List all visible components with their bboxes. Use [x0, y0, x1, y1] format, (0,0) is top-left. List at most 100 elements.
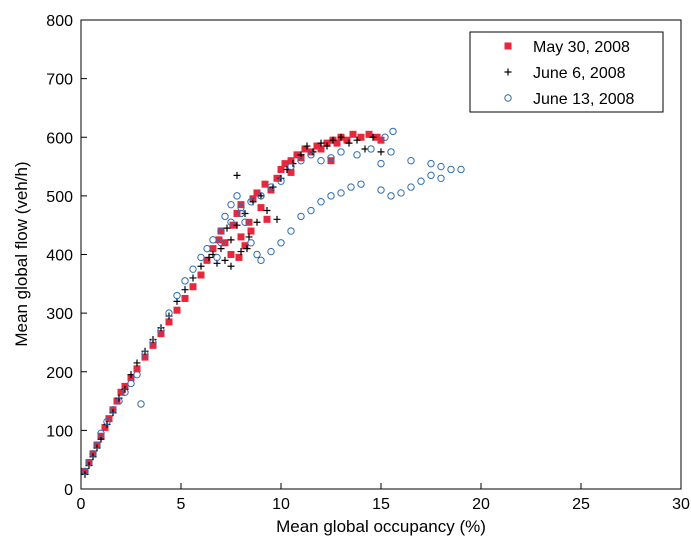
data-point	[149, 338, 157, 347]
data-point	[137, 400, 145, 408]
legend-marker-2	[504, 94, 512, 102]
data-point	[117, 388, 125, 396]
y-tick-label: 100	[46, 423, 73, 440]
y-tick-label: 700	[46, 72, 73, 89]
data-point	[121, 388, 129, 396]
data-point	[281, 160, 289, 168]
data-point	[327, 154, 335, 162]
y-tick-label: 400	[46, 248, 73, 265]
series-1	[81, 133, 385, 478]
data-point	[277, 177, 285, 185]
data-point	[205, 253, 213, 261]
data-point	[209, 236, 217, 244]
data-point	[437, 162, 445, 171]
data-point	[381, 133, 389, 141]
y-axis: 0 100 200 300 400 500 600 700 800	[46, 13, 87, 499]
data-point	[221, 239, 229, 247]
legend: May 30, 2008 June 6, 2008 June 13, 2008	[469, 31, 664, 113]
data-point	[197, 253, 205, 262]
data-point	[241, 209, 249, 217]
x-axis: 0 5 10 15 20 25 30	[77, 483, 690, 513]
x-tick-label: 0	[77, 496, 86, 513]
data-point	[303, 142, 311, 150]
data-point	[323, 142, 331, 150]
data-point	[369, 133, 377, 141]
data-point	[267, 183, 275, 191]
x-tick-label: 10	[272, 496, 290, 513]
data-point	[189, 274, 197, 282]
data-point	[387, 192, 395, 200]
data-point	[173, 306, 181, 314]
data-point	[237, 209, 245, 218]
data-point	[217, 227, 225, 235]
data-point	[313, 142, 321, 150]
data-point	[261, 180, 269, 188]
data-point	[273, 215, 281, 223]
data-point	[221, 212, 229, 221]
data-point	[209, 245, 217, 253]
data-point	[133, 365, 141, 373]
data-point	[189, 265, 197, 273]
y-tick-label: 300	[46, 306, 73, 323]
data-point	[227, 200, 235, 209]
x-tick-label: 20	[472, 496, 490, 513]
data-point	[287, 162, 295, 171]
data-point	[93, 441, 101, 449]
data-point	[287, 168, 295, 176]
data-point	[233, 171, 241, 179]
data-point	[189, 283, 197, 291]
data-point	[233, 221, 241, 229]
y-axis-title: Mean global flow (veh/h)	[12, 161, 31, 346]
data-point	[247, 198, 255, 206]
data-point	[253, 189, 261, 197]
data-point	[389, 127, 397, 136]
data-point	[257, 256, 265, 265]
data-point	[217, 227, 225, 235]
data-point	[197, 262, 205, 270]
data-point	[101, 423, 109, 431]
data-point	[357, 180, 365, 188]
data-point	[373, 133, 381, 141]
y-tick-label: 0	[64, 482, 73, 499]
data-point	[407, 157, 415, 165]
data-point	[237, 203, 245, 212]
data-point	[273, 174, 281, 182]
data-point	[427, 171, 435, 180]
data-point	[345, 139, 353, 147]
data-point	[427, 159, 435, 168]
data-point	[165, 318, 173, 326]
legend-markers	[504, 42, 512, 102]
data-point	[447, 165, 455, 174]
legend-label-june13: June 13, 2008	[533, 91, 635, 108]
data-point	[407, 183, 415, 191]
data-point	[241, 242, 249, 250]
data-point	[377, 148, 385, 156]
data-points	[81, 127, 465, 478]
y-tick-label: 600	[46, 130, 73, 147]
data-point	[257, 204, 265, 212]
data-point	[297, 157, 305, 165]
data-point	[353, 136, 361, 144]
data-point	[81, 467, 89, 476]
y-tick-label: 800	[46, 13, 73, 30]
data-point	[217, 239, 225, 247]
y-tick-label: 500	[46, 189, 73, 206]
data-point	[203, 256, 211, 264]
data-point	[257, 192, 265, 200]
data-point	[203, 244, 211, 253]
data-point	[347, 183, 355, 191]
data-point	[437, 174, 445, 182]
data-point	[287, 227, 295, 235]
data-point	[241, 218, 249, 226]
data-point	[367, 145, 375, 153]
data-point	[133, 370, 141, 379]
data-point	[263, 215, 271, 223]
data-point	[115, 397, 123, 405]
data-point	[89, 450, 97, 458]
data-point	[317, 157, 325, 165]
data-point	[227, 236, 235, 244]
data-point	[317, 139, 325, 147]
data-point	[287, 157, 295, 165]
data-point	[329, 136, 337, 144]
